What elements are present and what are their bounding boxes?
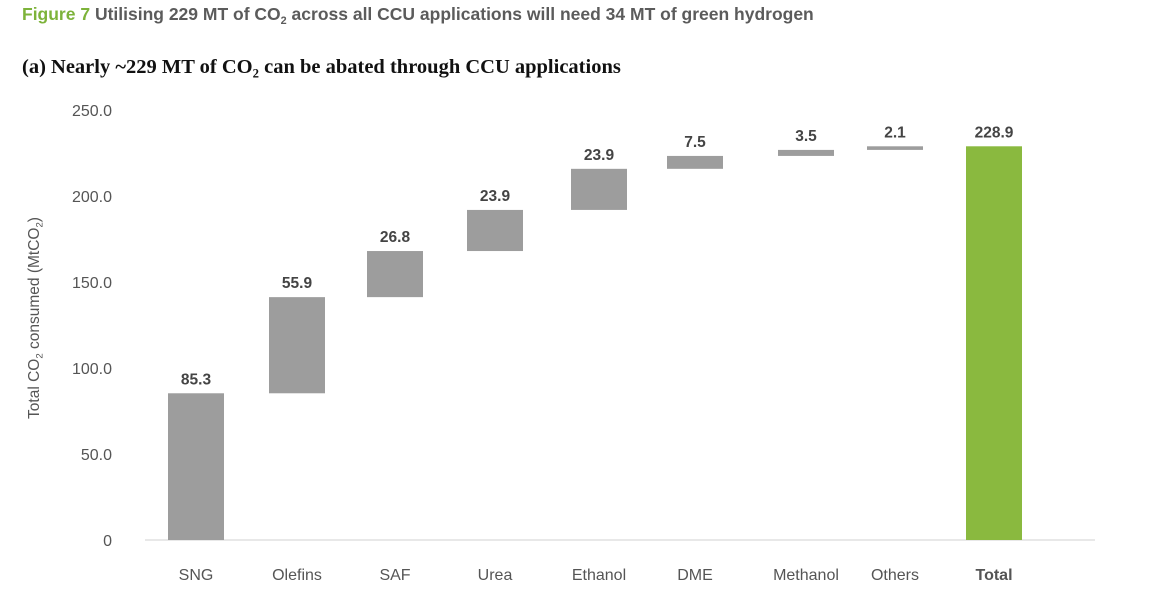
waterfall-bar <box>867 146 923 150</box>
waterfall-bar <box>667 155 723 169</box>
x-category-label: Methanol <box>773 567 839 584</box>
x-category-label: SAF <box>379 567 410 584</box>
figure-number: Figure 7 <box>22 4 91 24</box>
waterfall-bar <box>168 393 224 540</box>
y-tick-label: 250.0 <box>72 103 112 120</box>
bar-value-label: 23.9 <box>584 147 615 164</box>
figure-title-text-1: Utilising 229 MT of CO <box>90 4 281 24</box>
waterfall-bar <box>467 209 523 252</box>
x-category-label: Others <box>871 567 919 584</box>
figure-title: Figure 7 Utilising 229 MT of CO2 across … <box>22 4 814 27</box>
x-category-label: Olefins <box>272 567 322 584</box>
y-tick-label: 50.0 <box>81 447 112 464</box>
bar-value-label: 2.1 <box>884 124 906 141</box>
chart-subtitle-subscript: 2 <box>252 66 259 81</box>
x-category-label: DME <box>677 567 713 584</box>
x-category-label: Urea <box>478 567 513 584</box>
bar-value-label: 7.5 <box>684 134 706 151</box>
y-tick-label: 150.0 <box>72 275 112 292</box>
chart-subtitle: (a) Nearly ~229 MT of CO2 can be abated … <box>22 56 621 81</box>
bar-value-label: 26.8 <box>380 229 411 246</box>
waterfall-bar <box>367 251 423 298</box>
bar-value-label: 55.9 <box>282 275 313 292</box>
x-category-label: SNG <box>179 567 214 584</box>
chart-subtitle-text-1: (a) Nearly ~229 MT of CO <box>22 56 253 78</box>
y-tick-label: 200.0 <box>72 189 112 206</box>
bar-value-label: 228.9 <box>975 124 1014 141</box>
y-tick-label: 0 <box>103 533 112 550</box>
figure-title-text-2: across all CCU applications will need 34… <box>286 4 814 24</box>
bar-value-label: 23.9 <box>480 188 511 205</box>
waterfall-bar <box>571 168 627 210</box>
total-bar <box>966 146 1022 541</box>
bar-value-label: 85.3 <box>181 371 212 388</box>
figure-title-subscript: 2 <box>280 14 287 27</box>
bar-value-label: 3.5 <box>795 128 817 145</box>
chart-subtitle-text-2: can be abated through CCU applications <box>258 56 621 78</box>
x-category-label: Ethanol <box>572 567 626 584</box>
y-tick-label: 100.0 <box>72 361 112 378</box>
x-category-label: Total <box>975 567 1012 584</box>
waterfall-bar <box>778 149 834 156</box>
waterfall-bar <box>269 297 325 394</box>
